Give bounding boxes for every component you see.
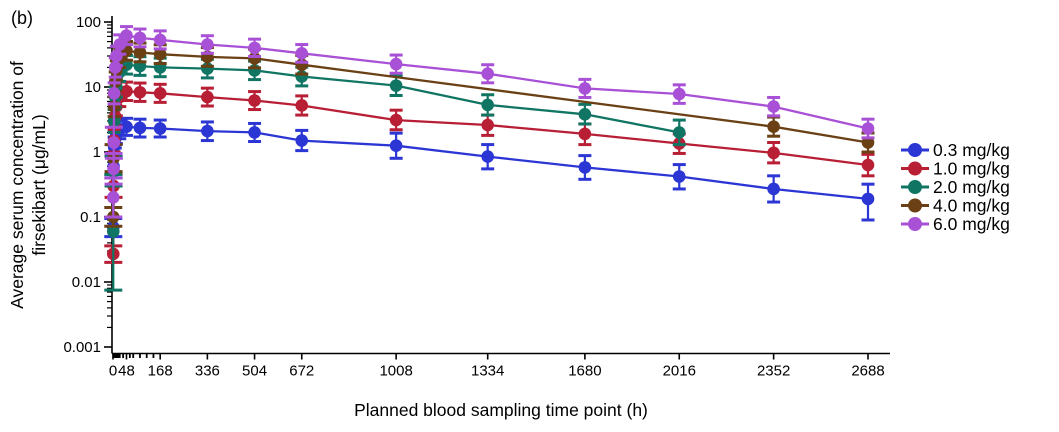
data-point-marker (201, 124, 214, 138)
data-point-marker (389, 139, 403, 153)
x-tick-label: 504 (242, 363, 267, 380)
data-point-marker (133, 121, 147, 135)
data-point-marker (861, 192, 875, 206)
data-point-marker (578, 82, 592, 95)
data-point-marker (133, 31, 147, 45)
data-point-marker (153, 86, 167, 100)
panel-label: (b) (11, 8, 33, 28)
data-point-marker (106, 191, 120, 204)
data-point-marker (110, 49, 123, 63)
data-point-marker (672, 126, 686, 139)
legend-label: 6.0 mg/kg (933, 214, 1010, 234)
data-point-marker (389, 113, 403, 127)
x-axis-label: Planned blood sampling time point (h) (354, 400, 648, 420)
legend-item-6-0-mg-kg: 6.0 mg/kg (901, 214, 1010, 234)
legend-marker-icon (908, 143, 922, 157)
data-point-marker (767, 120, 780, 134)
data-point-marker (861, 122, 875, 135)
y-tick-label: 0.01 (72, 274, 101, 291)
data-point-marker (578, 108, 592, 121)
x-tick-label: 0 (109, 363, 117, 380)
data-point-marker (108, 61, 122, 74)
data-point-marker (672, 87, 686, 101)
x-tick-label: 1008 (379, 363, 412, 380)
x-tick-label: 48 (118, 363, 135, 380)
y-axis-label-line-1: Average serum concentration of (7, 61, 27, 309)
x-tick-label: 336 (195, 363, 220, 380)
legend-marker-icon (908, 217, 922, 231)
data-point-marker (133, 85, 147, 99)
data-series (104, 25, 875, 292)
x-tick-label: 2016 (663, 363, 696, 380)
legend-item-2-0-mg-kg: 2.0 mg/kg (901, 177, 1010, 197)
data-point-marker (295, 46, 309, 60)
data-point-marker (107, 86, 121, 100)
data-point-marker (767, 100, 780, 113)
data-point-marker (107, 162, 120, 176)
y-tick-label: 100 (76, 14, 101, 31)
data-point-marker (248, 41, 261, 55)
data-point-marker (153, 122, 167, 135)
data-point-marker (201, 38, 214, 51)
y-axis-label-line-2: firsekibart (μg/mL) (29, 114, 49, 255)
data-point-marker (481, 67, 494, 81)
legend-label: 2.0 mg/kg (933, 177, 1010, 197)
legend-label: 0.3 mg/kg (933, 140, 1010, 160)
legend-item-4-0-mg-kg: 4.0 mg/kg (901, 196, 1010, 216)
data-point-marker (295, 99, 309, 112)
data-point-marker (295, 134, 309, 147)
data-point-marker (481, 150, 494, 163)
x-tick-label: 1334 (471, 363, 504, 380)
legend-label: 1.0 mg/kg (933, 159, 1010, 179)
data-point-marker (481, 118, 494, 132)
series-6-0-mg-kg (104, 25, 875, 219)
data-point-marker (389, 79, 403, 92)
legend-item-1-0-mg-kg: 1.0 mg/kg (901, 159, 1010, 179)
data-point-marker (120, 29, 133, 42)
data-point-marker (153, 47, 167, 61)
data-point-marker (153, 33, 167, 47)
data-point-marker (578, 127, 592, 141)
data-point-marker (107, 136, 121, 149)
x-tick-label: 168 (148, 363, 173, 380)
data-point-marker (861, 158, 875, 172)
data-point-marker (201, 90, 214, 104)
data-point-marker (767, 146, 780, 160)
x-tick-label: 2352 (757, 363, 790, 380)
x-tick-label: 672 (289, 363, 314, 380)
legend-item-0-3-mg-kg: 0.3 mg/kg (901, 140, 1010, 160)
data-point-marker (578, 161, 592, 174)
data-point-marker (248, 126, 261, 139)
axes: 0.001 0.01 0.1 1 10 100 0 48 168 336 504 672 1008 133… (63, 14, 890, 380)
y-tick-label: 1 (93, 144, 101, 161)
legend-marker-icon (908, 180, 922, 194)
data-point-marker (248, 94, 261, 107)
legend: 0.3 mg/kg1.0 mg/kg2.0 mg/kg4.0 mg/kg6.0 … (901, 140, 1010, 234)
data-point-marker (113, 38, 127, 51)
y-tick-label: 0.1 (80, 209, 101, 226)
series-2-0-mg-kg (104, 53, 686, 292)
data-point-marker (672, 170, 686, 183)
x-tick-label: 1680 (568, 363, 601, 380)
legend-marker-icon (908, 198, 922, 213)
legend-label: 4.0 mg/kg (933, 196, 1010, 216)
data-point-marker (120, 120, 133, 134)
legend-marker-icon (908, 161, 922, 176)
data-point-marker (389, 57, 403, 71)
data-point-marker (133, 46, 147, 59)
data-point-marker (120, 84, 133, 98)
y-tick-label: 10 (84, 79, 101, 96)
data-point-marker (767, 182, 780, 196)
data-point-marker (481, 98, 494, 112)
data-point-marker (106, 225, 120, 238)
x-tick-label: 2688 (851, 363, 884, 380)
y-tick-label: 0.001 (63, 339, 101, 356)
